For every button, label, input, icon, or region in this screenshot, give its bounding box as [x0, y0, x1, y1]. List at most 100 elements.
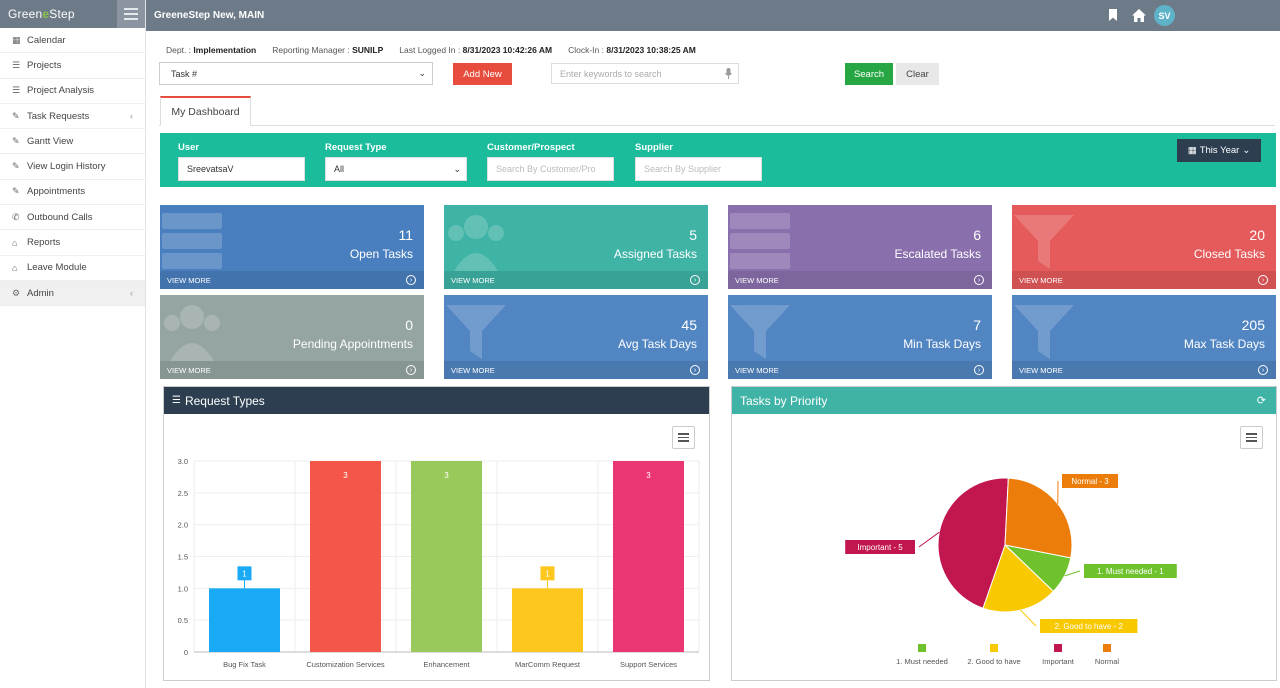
- task-type-select[interactable]: Task # ⌄: [159, 62, 433, 85]
- legend-label[interactable]: 1. Must needed: [896, 657, 948, 666]
- search-button[interactable]: Search: [845, 63, 893, 85]
- keyword-search-input[interactable]: Enter keywords to search: [551, 63, 739, 84]
- pie-data-label: 1. Must needed - 1: [1097, 567, 1164, 576]
- stat-tile-min-task-days[interactable]: 7 Min Task Days VIEW MORE ›: [728, 295, 992, 379]
- arrow-right-circle-icon: ›: [690, 275, 700, 285]
- user-avatar[interactable]: SV: [1154, 5, 1175, 26]
- chart-menu-button[interactable]: [1240, 426, 1263, 449]
- user-filter-input[interactable]: SreevatsaV: [178, 157, 305, 181]
- stat-tile-open-tasks[interactable]: 11 Open Tasks VIEW MORE ›: [160, 205, 424, 289]
- view-more-link[interactable]: VIEW MORE ›: [444, 271, 708, 289]
- sidebar-item-leave-module[interactable]: ⌂ Leave Module: [0, 256, 145, 281]
- view-more-link[interactable]: VIEW MORE ›: [160, 361, 424, 379]
- chevron-down-icon: ⌄: [1242, 145, 1251, 156]
- sidebar-item-task-requests[interactable]: ✎ Task Requests ‹: [0, 104, 145, 130]
- sidebar-item-label: Outbound Calls: [27, 211, 93, 223]
- tile-label: Open Tasks: [349, 247, 413, 261]
- home-icon[interactable]: [1132, 9, 1146, 22]
- bar-bug-fix-task[interactable]: [209, 588, 280, 652]
- view-more-link[interactable]: VIEW MORE ›: [444, 361, 708, 379]
- legend-swatch[interactable]: [1103, 644, 1111, 652]
- tile-value: 20: [1249, 227, 1265, 243]
- tab-my-dashboard[interactable]: My Dashboard: [160, 96, 251, 126]
- bar-value-label: 1: [545, 569, 550, 578]
- pie-slice-important[interactable]: [937, 477, 1009, 609]
- tasks-by-priority-panel: Tasks by Priority ⟳ 1. Must needed - 1 2.…: [731, 386, 1277, 681]
- customer-search-input[interactable]: Search By Customer/Pro: [487, 157, 614, 181]
- bar-marcomm-request[interactable]: [512, 588, 583, 652]
- pie-label-box: [845, 540, 915, 554]
- server-icon: [162, 213, 222, 269]
- legend-swatch[interactable]: [1054, 644, 1062, 652]
- x-tick-label: Enhancement: [423, 660, 470, 669]
- view-more-link[interactable]: VIEW MORE ›: [728, 361, 992, 379]
- last-login-info: Last Logged In : 8/31/2023 10:42:26 AM: [399, 45, 553, 55]
- phone-icon: ✆: [12, 211, 20, 222]
- tab-divider: [159, 125, 1275, 126]
- y-tick-label: 2.0: [178, 521, 188, 530]
- pie-label-box: [1084, 564, 1177, 578]
- legend-label[interactable]: 2. Good to have: [967, 657, 1020, 666]
- supplier-search-input[interactable]: Search By Supplier: [635, 157, 762, 181]
- dept-info: Dept. : Implementation: [166, 45, 257, 55]
- refresh-icon[interactable]: ⟳: [1256, 395, 1266, 407]
- sidebar-item-label: Admin: [27, 287, 54, 299]
- bar-support-services[interactable]: [613, 461, 684, 652]
- stat-tile-pending-appointments[interactable]: 0 Pending Appointments VIEW MORE ›: [160, 295, 424, 379]
- sidebar-item-project-analysis[interactable]: ☰ Project Analysis: [0, 79, 145, 104]
- chart-menu-button[interactable]: [672, 426, 695, 449]
- stat-tile-assigned-tasks[interactable]: 5 Assigned Tasks VIEW MORE ›: [444, 205, 708, 289]
- pie-data-label: Important - 5: [857, 543, 903, 552]
- stat-tile-escalated-tasks[interactable]: 6 Escalated Tasks VIEW MORE ›: [728, 205, 992, 289]
- sidebar-item-reports[interactable]: ⌂ Reports: [0, 230, 145, 256]
- clock-in-info: Clock-In : 8/31/2023 10:38:25 AM: [568, 45, 696, 55]
- microphone-icon[interactable]: [725, 68, 732, 79]
- pie-slice-2-good-to-have[interactable]: [982, 544, 1055, 613]
- clear-button[interactable]: Clear: [896, 63, 939, 85]
- legend-swatch[interactable]: [918, 644, 926, 652]
- sidebar-item-label: Calendar: [27, 34, 66, 46]
- bookmark-icon[interactable]: [1109, 9, 1117, 21]
- sidebar-item-projects[interactable]: ☰ Projects: [0, 53, 145, 79]
- request-type-select[interactable]: All ⌄: [325, 157, 467, 181]
- logo[interactable]: GreeneStep: [0, 7, 75, 21]
- stat-tile-avg-task-days[interactable]: 45 Avg Task Days VIEW MORE ›: [444, 295, 708, 379]
- sidebar-item-calendar[interactable]: ▦ Calendar: [0, 28, 145, 54]
- bar-enhancement[interactable]: [411, 461, 482, 652]
- x-tick-label: Bug Fix Task: [223, 660, 266, 669]
- x-tick-label: Support Services: [620, 660, 677, 669]
- sidebar-item-admin[interactable]: ⚙ Admin ‹: [0, 280, 145, 307]
- user-filter-label: User: [178, 142, 200, 153]
- legend-label[interactable]: Normal: [1095, 657, 1120, 666]
- arrow-right-circle-icon: ›: [1258, 275, 1268, 285]
- bar-value-label: 3: [646, 471, 651, 480]
- stat-tile-closed-tasks[interactable]: 20 Closed Tasks VIEW MORE ›: [1012, 205, 1276, 289]
- bar-customization-services[interactable]: [310, 461, 381, 652]
- supplier-filter-label: Supplier: [635, 142, 674, 153]
- sidebar-item-gantt-view[interactable]: ✎ Gantt View: [0, 129, 145, 155]
- edit-icon: ✎: [12, 110, 20, 121]
- sidebar-item-outbound-calls[interactable]: ✆ Outbound Calls: [0, 205, 145, 231]
- view-more-link[interactable]: VIEW MORE ›: [160, 271, 424, 289]
- add-new-button[interactable]: Add New: [453, 63, 512, 85]
- view-more-link[interactable]: VIEW MORE ›: [1012, 271, 1276, 289]
- tile-value: 11: [398, 227, 413, 243]
- users-icon: [164, 305, 220, 361]
- menu-toggle-icon[interactable]: [117, 0, 145, 28]
- bar-value-label: 3: [343, 471, 348, 480]
- view-more-link[interactable]: VIEW MORE ›: [1012, 361, 1276, 379]
- stat-tile-max-task-days[interactable]: 205 Max Task Days VIEW MORE ›: [1012, 295, 1276, 379]
- pie-label-box: [1062, 474, 1118, 488]
- sidebar-item-view-login-history[interactable]: ✎ View Login History: [0, 154, 145, 180]
- legend-label[interactable]: Important: [1042, 657, 1075, 666]
- arrow-right-circle-icon: ›: [1258, 365, 1268, 375]
- legend-swatch[interactable]: [990, 644, 998, 652]
- view-more-link[interactable]: VIEW MORE ›: [728, 271, 992, 289]
- pie-slice-normal[interactable]: [1004, 477, 1073, 559]
- period-dropdown-button[interactable]: ▦ This Year ⌄: [1177, 139, 1261, 162]
- tile-value: 205: [1241, 317, 1265, 333]
- sidebar-item-appointments[interactable]: ✎ Appointments: [0, 180, 145, 206]
- sidebar-item-label: Appointments: [27, 186, 86, 198]
- tile-label: Pending Appointments: [292, 337, 413, 351]
- pie-data-label: 2. Good to have - 2: [1054, 622, 1123, 631]
